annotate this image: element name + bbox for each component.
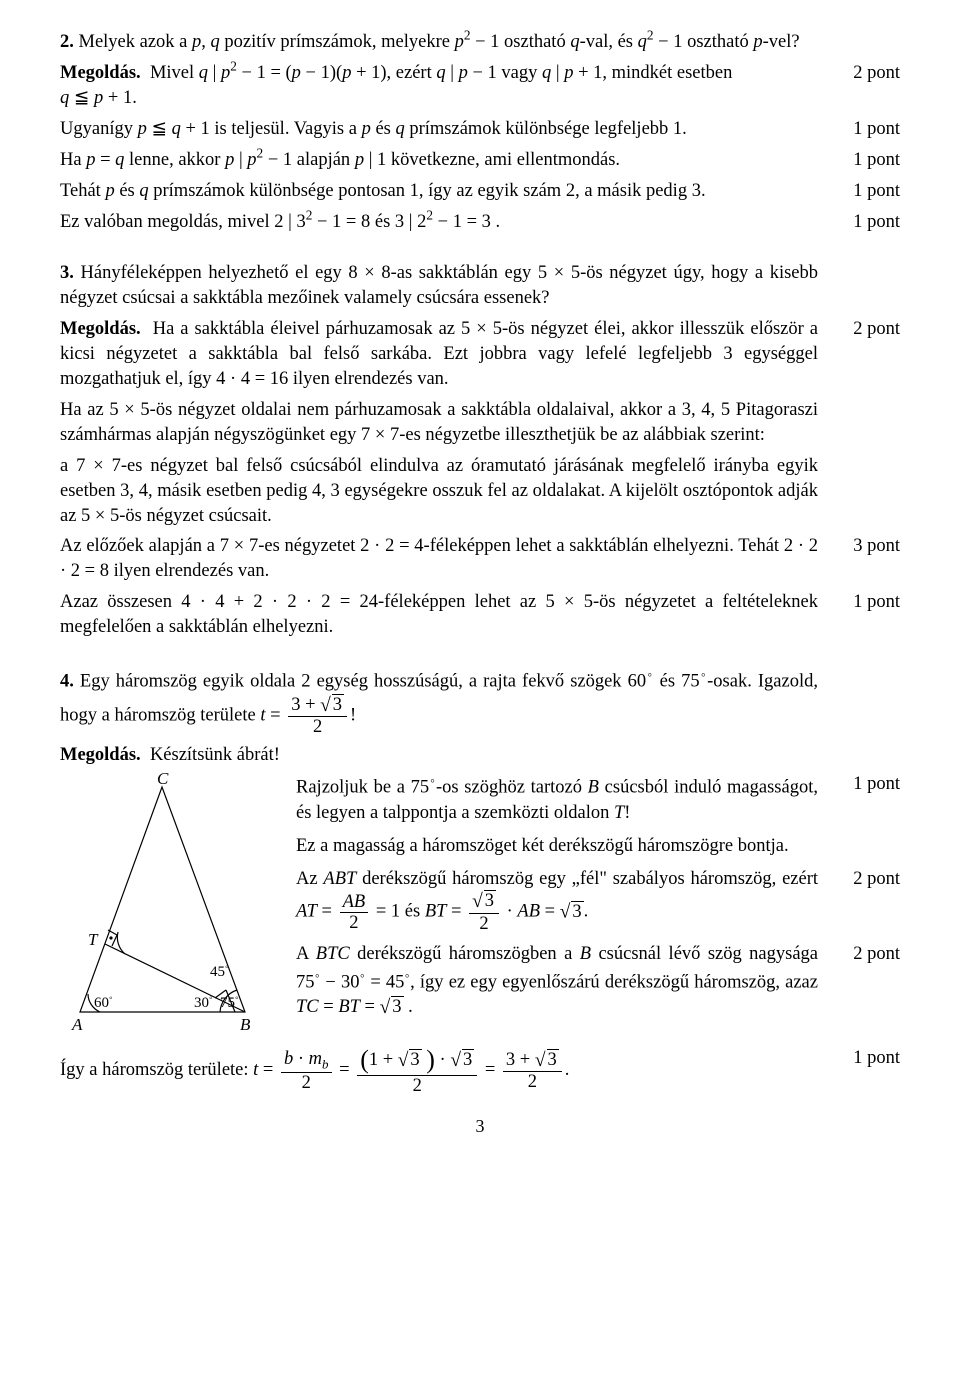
p2-l6-b: és <box>370 212 395 232</box>
triangle-diagram: A B C T 60◦ 30◦ 75◦ 45◦ <box>60 772 290 1040</box>
svg-text:75◦: 75◦ <box>220 993 239 1011</box>
p3-p3: a 7 × 7-es négyzet bal felső csúcsából e… <box>60 454 818 529</box>
svg-text:A: A <box>71 1015 83 1032</box>
p4-final-dot: . <box>565 1060 570 1080</box>
p2-stmt-e: osztható <box>682 32 753 52</box>
p3-p4: Az előzőek alapján a 7 × 7-es négyzetet … <box>60 534 818 584</box>
p3-pts-3: 3 pont <box>818 534 900 559</box>
p3-p5: Azaz összesen 4 · 4 + 2 · 2 · 2 = 24-fél… <box>60 590 818 640</box>
p3-para1: Megoldás. Ha a sakktábla éleivel párhuza… <box>60 317 900 392</box>
p2-pts-2a: 2 pont <box>818 61 900 86</box>
p4-d-line3: Az ABT derékszögű háromszög egy „fél" sz… <box>296 867 900 935</box>
p2-sol-label: Megoldás. <box>60 63 141 83</box>
svg-text:B: B <box>240 1015 251 1032</box>
p2-stmt-d: -val, és <box>580 32 638 52</box>
p2-stmt-b: pozitív prímszámok, melyekre <box>220 32 455 52</box>
p4-sol-header: Megoldás. Készítsünk ábrát! <box>60 743 900 768</box>
p3-sol-label: Megoldás. <box>60 319 141 339</box>
problem-number-3: 3. <box>60 263 74 283</box>
problem-number-4: 4. <box>60 672 74 692</box>
p2-l4-c: alapján <box>292 150 355 170</box>
p4-d2: Ez a magasság a háromszöget két derékszö… <box>296 834 818 859</box>
p2-l3-c: és <box>371 119 396 139</box>
svg-text:45◦: 45◦ <box>210 962 229 980</box>
svg-text:C: C <box>157 772 169 788</box>
svg-text:60◦: 60◦ <box>94 993 113 1011</box>
p4-pts-2a: 2 pont <box>818 867 900 892</box>
p3-para3: a 7 × 7-es négyzet bal felső csúcsából e… <box>60 454 900 529</box>
p2-l1-d: , mindkét esetben <box>602 63 732 83</box>
p2-l3-b: is teljesül. Vagyis a <box>210 119 362 139</box>
p4-sol-a: Készítsünk ábrát! <box>150 745 280 765</box>
p4-stmt-end: ! <box>350 705 356 725</box>
p4-d-line2: Ez a magasság a háromszöget két derékszö… <box>296 834 900 859</box>
p4-d-line4: A BTC derékszögű háromszögben a B csúcsn… <box>296 942 900 1021</box>
problem-4-statement: 4. Egy háromszög egyik oldala 2 egység h… <box>60 666 900 737</box>
p2-l6-a: Ez valóban megoldás, mivel <box>60 212 274 232</box>
p4-pts-1a: 1 pont <box>818 772 900 797</box>
p4-final-a: Így a háromszög területe: <box>60 1060 253 1080</box>
problem-2-statement: 2. Melyek azok a p, q pozitív prímszámok… <box>60 30 900 55</box>
p2-stmt-c: osztható <box>499 32 570 52</box>
p2-line6: Ez valóban megoldás, mivel 2 | 32 − 1 = … <box>60 210 900 235</box>
problem-3-statement: 3. Hányféleképpen helyezhető el egy 8 × … <box>60 261 900 311</box>
p2-pts-1d: 1 pont <box>818 210 900 235</box>
p2-l4-a: Ha <box>60 150 86 170</box>
p2-l1-c: vagy <box>497 63 542 83</box>
svg-text:T: T <box>88 930 99 949</box>
p4-pts-2b: 2 pont <box>818 942 900 967</box>
p3-pts-2: 2 pont <box>818 317 900 342</box>
p4-sol-label: Megoldás. <box>60 745 141 765</box>
p2-stmt-a: Melyek azok a <box>79 32 193 52</box>
p2-l4-b: lenne, akkor <box>124 150 225 170</box>
p4-pts-1b: 1 pont <box>818 1046 900 1071</box>
p2-l1-a: Mivel <box>150 63 199 83</box>
p4-final: Így a háromszög területe: t = b · mb2 = … <box>60 1046 900 1096</box>
p2-stmt-f: -vel? <box>763 32 800 52</box>
p2-sol-line1: Megoldás. Mivel q | p2 − 1 = (p − 1)(p +… <box>60 61 900 111</box>
p4-d-line1: Rajzoljuk be a 75◦-os szöghöz tartozó B … <box>296 772 900 825</box>
p2-pts-1b: 1 pont <box>818 148 900 173</box>
svg-text:30◦: 30◦ <box>194 993 213 1011</box>
p2-l3-a: Ugyanígy <box>60 119 138 139</box>
p2-pts-1a: 1 pont <box>818 117 900 142</box>
p2-line5: Tehát p és q prímszámok különbsége ponto… <box>60 179 900 204</box>
p3-stmt: Hányféleképpen helyezhető el egy 8 × 8-a… <box>60 263 818 308</box>
p2-l1-b: , ezért <box>387 63 437 83</box>
p3-pts-1: 1 pont <box>818 590 900 615</box>
p3-p2: Ha az 5 × 5-ös négyzet oldalai nem párhu… <box>60 398 818 448</box>
p3-p1: Ha a sakktábla éleivel párhuzamosak az 5… <box>60 319 818 389</box>
problem-number-2: 2. <box>60 32 74 52</box>
p2-line3: Ugyanígy p ≦ q + 1 is teljesül. Vagyis a… <box>60 117 900 142</box>
p3-para4: Az előzőek alapján a 7 × 7-es négyzetet … <box>60 534 900 584</box>
p2-l4-d: következne, ami ellentmondás. <box>386 150 620 170</box>
p3-para5: Azaz összesen 4 · 4 + 2 · 2 · 2 = 24-fél… <box>60 590 900 640</box>
p2-line4: Ha p = q lenne, akkor p | p2 − 1 alapján… <box>60 148 900 173</box>
p2-pts-1c: 1 pont <box>818 179 900 204</box>
p2-l3-d: prímszámok különbsége legfeljebb 1. <box>405 119 687 139</box>
page-number: 3 <box>60 1114 900 1138</box>
p3-para2: Ha az 5 × 5-ös négyzet oldalai nem párhu… <box>60 398 900 448</box>
